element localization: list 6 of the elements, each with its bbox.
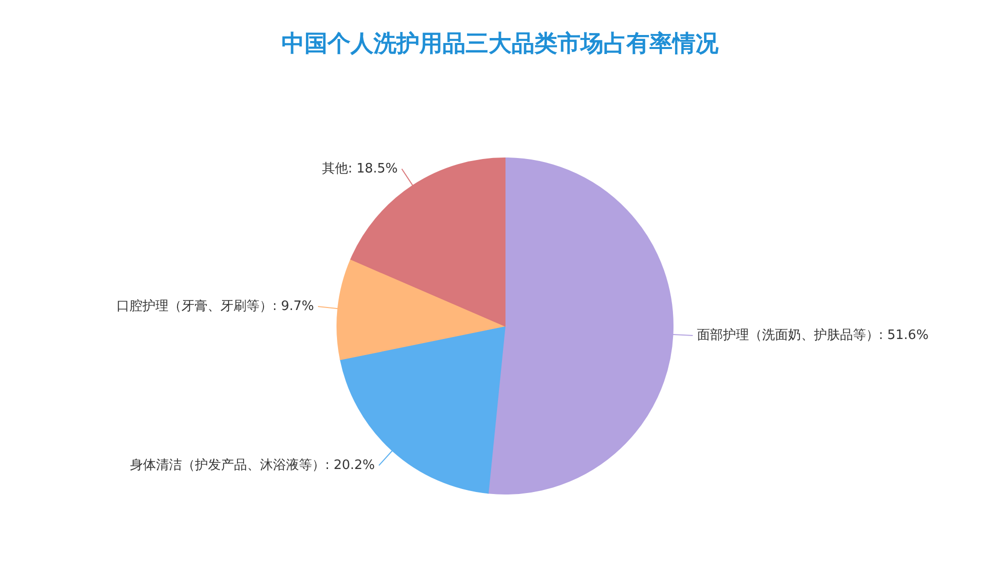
chart-title: 中国个人洗护用品三大品类市场占有率情况 [280,30,720,59]
slice-label: 身体清洁（护发产品、沐浴液等）: 20.2% [130,458,375,473]
slice-label: 口腔护理（牙膏、牙刷等）: 9.7% [116,299,314,314]
slice-label: 其他: 18.5% [322,161,398,176]
slice-label: 面部护理（洗面奶、护肤品等）: 51.6% [696,328,929,343]
pie-slice [350,158,506,326]
